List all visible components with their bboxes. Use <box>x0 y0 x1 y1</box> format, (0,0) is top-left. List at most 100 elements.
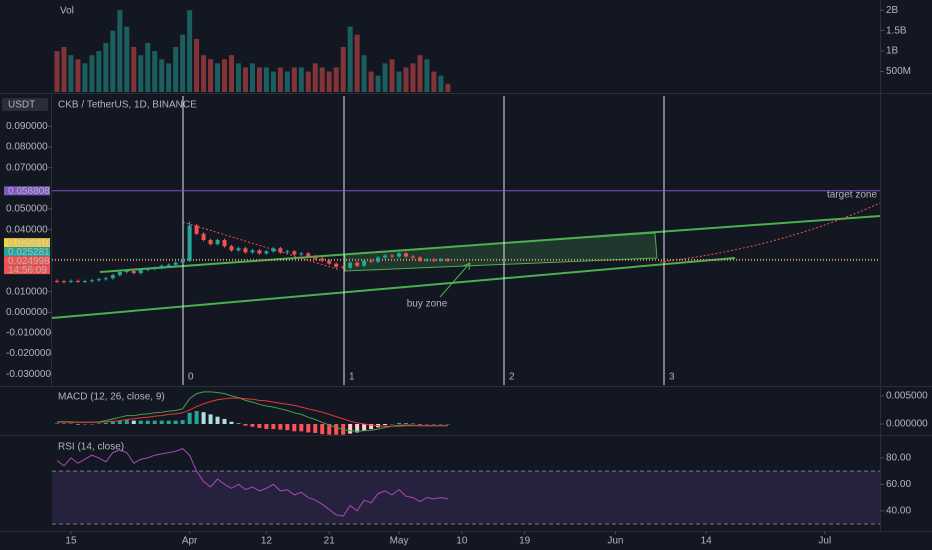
volume-bar <box>389 59 395 92</box>
candle-body <box>124 270 129 273</box>
macd-histogram-bar <box>285 424 290 431</box>
volume-bar <box>256 67 262 92</box>
x-tick-label: May <box>390 536 409 547</box>
candle-body <box>222 239 227 247</box>
candle-body <box>390 255 395 257</box>
macd-histogram-bar <box>320 424 325 435</box>
macd-histogram-bar <box>75 424 80 425</box>
volume-bar <box>89 55 95 92</box>
macd-histogram-bar <box>250 424 255 427</box>
y-tick-label: 500M <box>886 66 911 77</box>
candle-body <box>180 260 185 263</box>
macd-histogram-bar <box>299 424 304 432</box>
macd-histogram-bar <box>187 412 192 424</box>
y-tick-label: 0.040000 <box>6 224 48 235</box>
panel-title: MACD (12, 26, close, 9) <box>58 392 165 403</box>
volume-bar <box>110 30 116 92</box>
candle-body <box>61 281 66 283</box>
candle-body <box>138 269 143 274</box>
macd-histogram-bar <box>355 424 360 433</box>
volume-bar <box>173 47 179 92</box>
macd-histogram-bar <box>264 424 269 430</box>
macd-histogram-bar <box>362 424 367 431</box>
y-tick-label: 40.00 <box>886 505 911 516</box>
unit-box <box>2 98 48 111</box>
macd-histogram-bar <box>431 424 436 425</box>
macd-histogram-bar <box>229 421 234 424</box>
volume-bar <box>187 10 193 93</box>
volume-bar <box>96 51 102 92</box>
annotation: target zone <box>827 190 877 201</box>
price-label: 0.025281 <box>8 247 50 258</box>
rsi-line <box>56 448 448 517</box>
y-tick-label: 0.000000 <box>6 307 48 318</box>
candle-body <box>404 253 408 257</box>
y-tick-label: 0.000000 <box>886 419 928 430</box>
panel-title: CKB / TetherUS, 1D, BINANCE <box>58 100 197 111</box>
y-tick-label: 0.005000 <box>886 391 928 402</box>
price-label: 0.058808 <box>8 186 50 197</box>
candle-body <box>110 275 115 279</box>
volume-bar <box>249 63 255 92</box>
candle-body <box>201 233 206 240</box>
volume-bar <box>270 71 276 92</box>
candle-body <box>397 253 402 257</box>
volume-bar <box>305 71 311 92</box>
rsi-band <box>52 471 880 525</box>
volume-bar <box>417 55 423 92</box>
volume-bar <box>242 67 248 92</box>
macd-histogram-bar <box>369 424 374 430</box>
candle-body <box>215 239 220 245</box>
volume-bar <box>333 67 339 92</box>
projection-line <box>659 202 881 263</box>
volume-bar <box>403 67 409 92</box>
volume-bar <box>103 42 109 92</box>
macd-line <box>57 397 448 427</box>
macd-histogram-bar <box>410 423 415 424</box>
volume-bar <box>145 42 151 92</box>
time-zone-label: 3 <box>669 372 675 383</box>
candle-body <box>117 272 122 276</box>
candle-body <box>152 267 157 269</box>
candle-body <box>383 255 388 258</box>
candle-body <box>417 257 422 261</box>
volume-bar <box>445 83 451 92</box>
volume-bar <box>124 26 130 92</box>
candle-body <box>313 256 318 259</box>
volume-bar <box>361 55 367 92</box>
channel-line <box>51 257 736 319</box>
volume-bar <box>159 59 165 92</box>
trend-line <box>182 221 341 271</box>
macd-histogram-bar <box>404 423 408 424</box>
y-tick-label: 1.5B <box>886 25 907 36</box>
volume-bar <box>431 71 437 92</box>
macd-histogram-bar <box>68 423 73 424</box>
volume-bar <box>222 59 228 92</box>
candle-body <box>445 259 450 261</box>
candle-body <box>285 251 290 253</box>
macd-histogram-bar <box>180 420 185 424</box>
arrow <box>439 262 471 298</box>
macd-histogram-bar <box>390 424 395 425</box>
macd-histogram-bar <box>424 424 429 425</box>
candle-body <box>438 259 443 261</box>
volume-bar <box>54 51 60 92</box>
macd-histogram-bar <box>383 424 388 426</box>
channel-line <box>99 215 881 273</box>
volume-bar <box>208 59 214 92</box>
macd-histogram-bar <box>306 424 311 433</box>
macd-histogram-bar <box>152 420 157 424</box>
volume-bar <box>354 34 360 92</box>
macd-histogram-bar <box>117 420 122 424</box>
volume-bar <box>291 67 297 92</box>
macd-histogram-bar <box>110 421 115 424</box>
candle-body <box>299 253 304 255</box>
macd-histogram-bar <box>138 420 143 424</box>
candle-body <box>68 280 73 282</box>
separators <box>0 0 932 532</box>
volume-bar <box>138 55 144 92</box>
volume-bar <box>61 47 67 92</box>
y-tick-label: 80.00 <box>886 452 911 463</box>
macd-histogram-bar <box>243 424 248 426</box>
